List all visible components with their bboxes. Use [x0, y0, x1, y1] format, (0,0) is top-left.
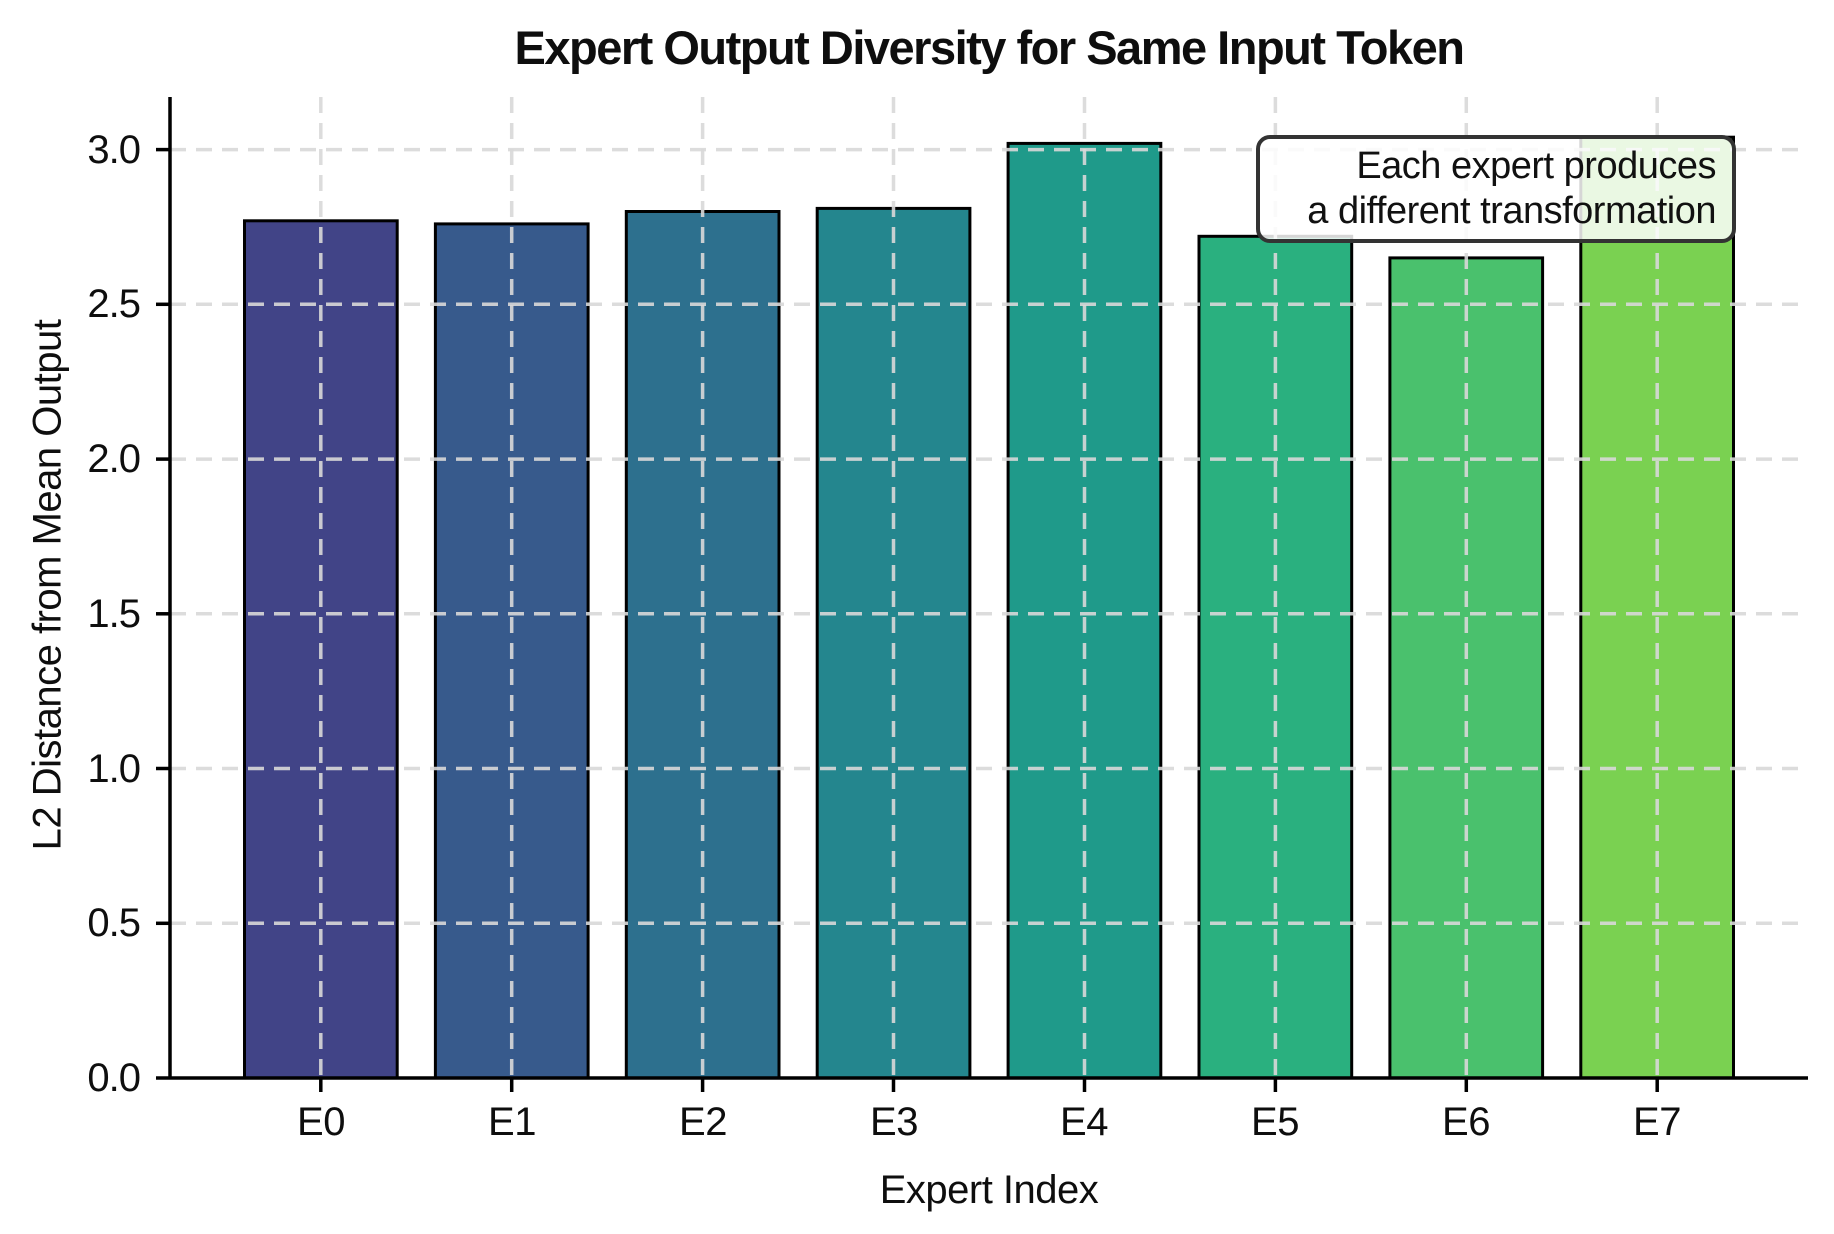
bar-E6 — [1388, 256, 1545, 1080]
annotation-box: Each expert produces a different transfo… — [1256, 135, 1736, 243]
chart-title: Expert Output Diversity for Same Input T… — [514, 21, 1466, 74]
y-tick-label-0.0: 0.0 — [87, 1056, 141, 1100]
y-tick-label-2.5: 2.5 — [87, 282, 141, 326]
y-tick-label-1.0: 1.0 — [87, 747, 141, 791]
annotation-text: Each expert produces a different transfo… — [1307, 145, 1716, 232]
x-tick-label-E6: E6 — [1442, 1100, 1490, 1144]
x-tick-label-E1: E1 — [488, 1100, 536, 1144]
x-tick-label-E4: E4 — [1060, 1100, 1108, 1144]
y-tick-label-0.5: 0.5 — [87, 901, 141, 945]
x-tick-label-E0: E0 — [297, 1100, 345, 1144]
x-tick-label-E3: E3 — [870, 1100, 918, 1144]
y-tick-label-2.0: 2.0 — [87, 437, 141, 481]
y-tick-label-1.5: 1.5 — [87, 592, 141, 636]
x-tick-label-E2: E2 — [679, 1100, 727, 1144]
x-tick-label-E5: E5 — [1251, 1100, 1299, 1144]
y-tick-label-3.0: 3.0 — [87, 128, 141, 172]
x-tick-label-E7: E7 — [1633, 1100, 1681, 1144]
x-axis-label: Expert Index — [879, 1168, 1099, 1212]
